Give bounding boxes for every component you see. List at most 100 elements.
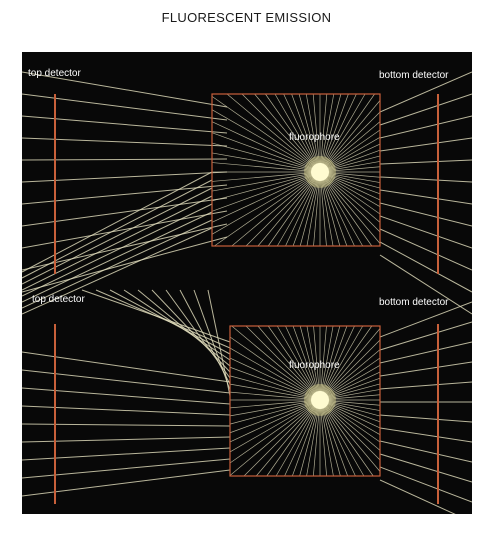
lower-inner-ray	[229, 383, 321, 401]
lower-escaping-ray	[207, 289, 231, 397]
upper-inner-ray	[299, 171, 321, 247]
upper-inner-ray	[319, 171, 381, 201]
lower-inner-ray	[257, 325, 321, 401]
lower-inner-ray	[229, 399, 321, 476]
upper-inner-ray	[211, 132, 321, 173]
upper-inner-ray	[211, 162, 321, 173]
lower-escaping-ray	[95, 289, 231, 349]
upper-inner-ray	[319, 171, 381, 215]
upper-inner-ray	[211, 171, 321, 192]
upper-inner-ray	[211, 152, 321, 173]
upper-inner-ray	[319, 121, 381, 173]
upper-inner-ray	[319, 149, 381, 173]
upper-inner-ray	[312, 93, 321, 173]
upper-escaping-ray	[379, 137, 472, 152]
upper-inner-ray	[319, 143, 381, 173]
lower-inner-ray	[292, 325, 321, 401]
lower-inner-ray	[299, 325, 321, 401]
lower-escaping-ray	[151, 289, 231, 373]
upper-inner-ray	[211, 121, 321, 173]
lower-inner-ray	[319, 399, 327, 477]
upper-sample-cell	[211, 93, 381, 247]
lower-escaping-ray	[22, 436, 231, 443]
lower-inner-ray	[231, 325, 321, 401]
upper-escaping-ray	[22, 71, 228, 108]
upper-cell-outline	[211, 93, 381, 247]
upper-escaping-ray	[379, 228, 472, 271]
upper-inner-ray	[319, 171, 334, 247]
lower-inner-ray	[319, 399, 381, 435]
lower-inner-ray	[266, 399, 321, 477]
upper-escaping-ray	[22, 195, 213, 291]
upper-inner-ray	[319, 171, 381, 183]
lower-inner-ray	[319, 325, 327, 401]
upper-inner-ray	[319, 171, 381, 189]
lower-inner-ray	[319, 339, 381, 401]
lower-sample-cell	[229, 325, 381, 477]
lower-inner-ray	[299, 399, 321, 477]
upper-inner-ray	[319, 171, 364, 247]
diagram-title: FLUORESCENT EMISSION	[161, 10, 332, 25]
lower-escaping-ray	[379, 341, 472, 364]
upper-inner-ray	[211, 142, 321, 173]
lower-inner-ray	[313, 325, 321, 401]
upper-inner-ray	[319, 155, 381, 173]
upper-inner-ray	[319, 111, 381, 173]
upper-escaping-ray	[22, 203, 213, 297]
lower-inner-ray	[319, 399, 381, 417]
upper-inner-ray	[291, 93, 321, 173]
upper-escaping-ray	[22, 137, 228, 147]
upper-inner-ray	[276, 171, 321, 247]
upper-escaping-ray	[379, 189, 472, 205]
upper-escaping-ray	[22, 236, 228, 293]
lower-inner-ray	[319, 394, 381, 401]
lower-inner-ray	[319, 325, 348, 401]
lower-escaping-ray	[379, 414, 472, 423]
upper-inner-ray	[319, 93, 375, 173]
lower-inner-ray	[255, 399, 321, 477]
lower-inner-ray	[319, 325, 334, 401]
upper-bottom-detector-label: bottom detector	[379, 70, 449, 81]
upper-escaping-ray	[379, 93, 472, 126]
lower-inner-ray	[229, 375, 321, 401]
upper-escaping-ray	[22, 179, 213, 279]
upper-inner-ray	[254, 93, 321, 173]
upper-inner-ray	[319, 137, 381, 173]
upper-inner-ray	[319, 171, 381, 178]
lower-inner-ray	[319, 325, 355, 401]
lower-escaping-ray	[379, 479, 456, 514]
lower-inner-ray	[319, 328, 381, 401]
lower-inner-ray	[319, 389, 381, 401]
upper-inner-ray	[319, 171, 381, 195]
lower-inner-ray	[229, 399, 321, 443]
lower-escaping-ray	[22, 423, 231, 427]
lower-inner-ray	[319, 399, 334, 477]
upper-inner-ray	[305, 93, 321, 173]
lower-escaping-ray	[22, 447, 231, 461]
upper-emission-rays	[22, 71, 472, 315]
lower-inner-ray	[319, 377, 381, 401]
lower-inner-ray	[292, 399, 321, 477]
upper-inner-ray	[319, 166, 381, 173]
lower-inner-ray	[267, 325, 321, 401]
upper-inner-ray	[319, 93, 357, 173]
lower-fluorophore-label: fluorophore	[289, 360, 340, 371]
upper-inner-ray	[274, 93, 321, 173]
upper-inner-ray	[319, 100, 381, 173]
upper-inner-ray	[319, 171, 355, 247]
lower-escaping-ray	[109, 289, 231, 355]
lower-inner-ray	[229, 391, 321, 401]
lower-escaping-ray	[193, 289, 231, 391]
upper-inner-ray	[245, 171, 321, 247]
upper-inner-ray	[265, 93, 321, 173]
lower-escaping-ray	[137, 289, 231, 367]
upper-escaping-ray	[22, 197, 228, 227]
upper-inner-ray	[319, 171, 381, 223]
lower-escaping-ray	[379, 321, 472, 351]
upper-inner-ray	[306, 171, 321, 247]
lower-inner-ray	[229, 399, 321, 409]
upper-inner-ray	[319, 93, 328, 173]
upper-inner-ray	[319, 129, 381, 173]
lower-escaping-ray	[379, 427, 472, 443]
lower-inner-ray	[229, 399, 321, 453]
